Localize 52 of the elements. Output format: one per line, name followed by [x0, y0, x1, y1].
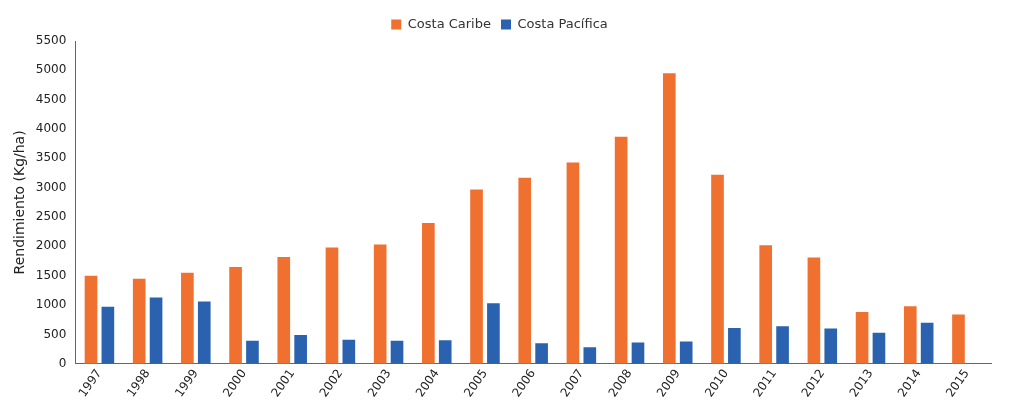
legend-label: Costa Caribe	[407, 15, 491, 31]
bar	[614, 136, 628, 364]
bar	[149, 297, 163, 364]
y-tick-label: 1000	[35, 297, 67, 312]
y-tick-label: 4000	[35, 121, 67, 136]
bar	[181, 272, 194, 364]
y-tick-label: 1500	[35, 267, 67, 282]
y-tick-label: 4500	[35, 91, 67, 106]
y-tick-label: 3500	[35, 150, 67, 165]
bar	[855, 312, 869, 364]
bar	[325, 247, 339, 364]
bar	[711, 174, 724, 364]
y-tick-label: 500	[43, 326, 67, 341]
bar	[229, 266, 242, 364]
bar	[470, 189, 483, 364]
y-tick-label: 5500	[35, 33, 67, 48]
bar	[487, 303, 500, 364]
y-tick-label: 0	[58, 355, 67, 370]
bar	[776, 326, 789, 364]
bar	[197, 301, 211, 364]
legend-label: Costa Pacífica	[517, 15, 608, 31]
bar	[246, 340, 259, 364]
bar	[518, 177, 532, 364]
y-tick-label: 3000	[35, 179, 67, 194]
bar	[807, 257, 821, 364]
bar	[390, 340, 404, 364]
y-tick-label: 2500	[35, 209, 67, 224]
bar	[422, 222, 435, 364]
y-tick-label: 2000	[35, 238, 67, 253]
y-axis-title: Rendimiento (Kg/ha)	[11, 130, 28, 275]
bar	[920, 322, 934, 364]
bar	[566, 162, 580, 364]
bar	[294, 334, 307, 364]
bar	[132, 278, 146, 364]
bar	[824, 328, 838, 364]
bar	[535, 343, 548, 364]
bar	[277, 256, 291, 364]
bar	[631, 342, 645, 364]
bar	[438, 340, 452, 364]
bar	[759, 245, 773, 364]
bar	[872, 332, 886, 364]
y-tick-label: 5000	[35, 62, 67, 77]
bar	[662, 73, 676, 364]
bar	[583, 347, 597, 364]
bar	[952, 314, 965, 364]
bar	[342, 339, 356, 364]
bar	[101, 306, 115, 364]
bar	[728, 327, 741, 364]
bar	[84, 275, 98, 364]
bar	[373, 244, 387, 364]
bar	[679, 341, 693, 364]
bar	[903, 306, 917, 364]
